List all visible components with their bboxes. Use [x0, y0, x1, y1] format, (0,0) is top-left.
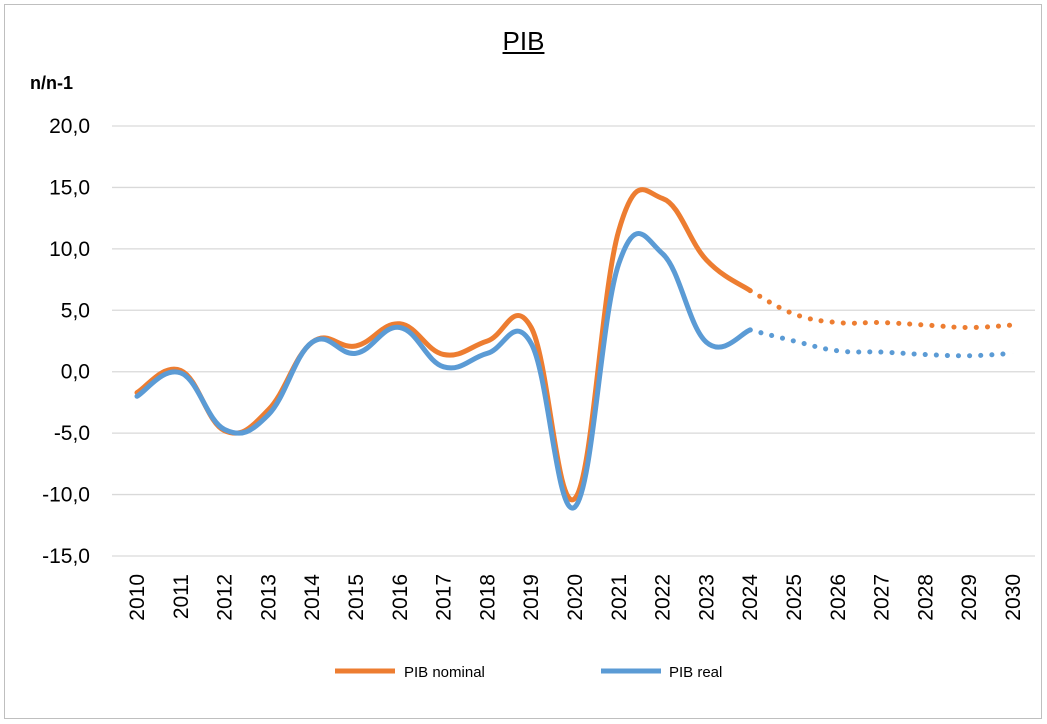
x-tick-label: 2012: [214, 574, 237, 621]
y-tick-label: -10,0: [42, 484, 90, 507]
legend-label-pib-real: PIB real: [669, 664, 722, 681]
series-line-pib-nominal: [134, 187, 753, 503]
y-tick-label: 15,0: [49, 176, 90, 199]
x-tick-label: 2013: [257, 574, 280, 621]
series-lines: [134, 187, 1016, 511]
y-tick-label: 20,0: [49, 115, 90, 138]
x-tick-label: 2027: [871, 574, 894, 621]
x-tick-label: 2010: [126, 574, 149, 621]
x-tick-label: 2015: [345, 574, 368, 621]
y-tick-label: 5,0: [61, 299, 90, 322]
chart-title: PIB: [502, 26, 545, 56]
y-tick-label: -5,0: [54, 422, 90, 445]
x-tick-label: 2030: [1002, 574, 1025, 621]
x-tick-label: 2024: [739, 574, 762, 621]
x-tick-label: 2014: [301, 574, 324, 621]
legend-label-pib-nominal: PIB nominal: [404, 664, 485, 681]
legend: PIB nominal PIB real: [335, 664, 722, 681]
x-tick-label: 2011: [170, 574, 193, 619]
x-tick-label: 2020: [564, 574, 587, 621]
x-tick-label: 2019: [520, 574, 543, 621]
series-projection-pib-real: [747, 327, 1016, 359]
y-axis-unit-label: n/n-1: [30, 73, 73, 93]
y-tick-label: -15,0: [42, 545, 90, 568]
y-tick-label: 10,0: [49, 238, 90, 261]
x-tick-label: 2016: [389, 574, 412, 621]
gridlines: [112, 125, 1035, 557]
series-projection-pib-nominal: [747, 288, 1016, 330]
x-tick-label: 2028: [914, 574, 937, 621]
x-tick-label: 2018: [476, 574, 499, 621]
x-tick-label: 2025: [783, 574, 806, 621]
series-line-pib-real: [134, 231, 753, 511]
x-tick-label: 2021: [608, 574, 631, 621]
chart-frame: [4, 4, 1042, 719]
x-axis-ticks: 2010 2011 2012 2013 2014 2015 2016 2017 2018 2019…: [126, 574, 1025, 621]
x-tick-label: 2029: [958, 574, 981, 621]
x-tick-label: 2023: [695, 574, 718, 621]
x-tick-label: 2022: [652, 574, 675, 621]
x-tick-label: 2026: [827, 574, 850, 621]
x-tick-label: 2017: [433, 574, 456, 621]
y-tick-label: 0,0: [61, 361, 90, 384]
y-axis-ticks: 20,0 15,0 10,0 5,0 0,0 -5,0 -10,0 -15,0: [42, 115, 90, 568]
